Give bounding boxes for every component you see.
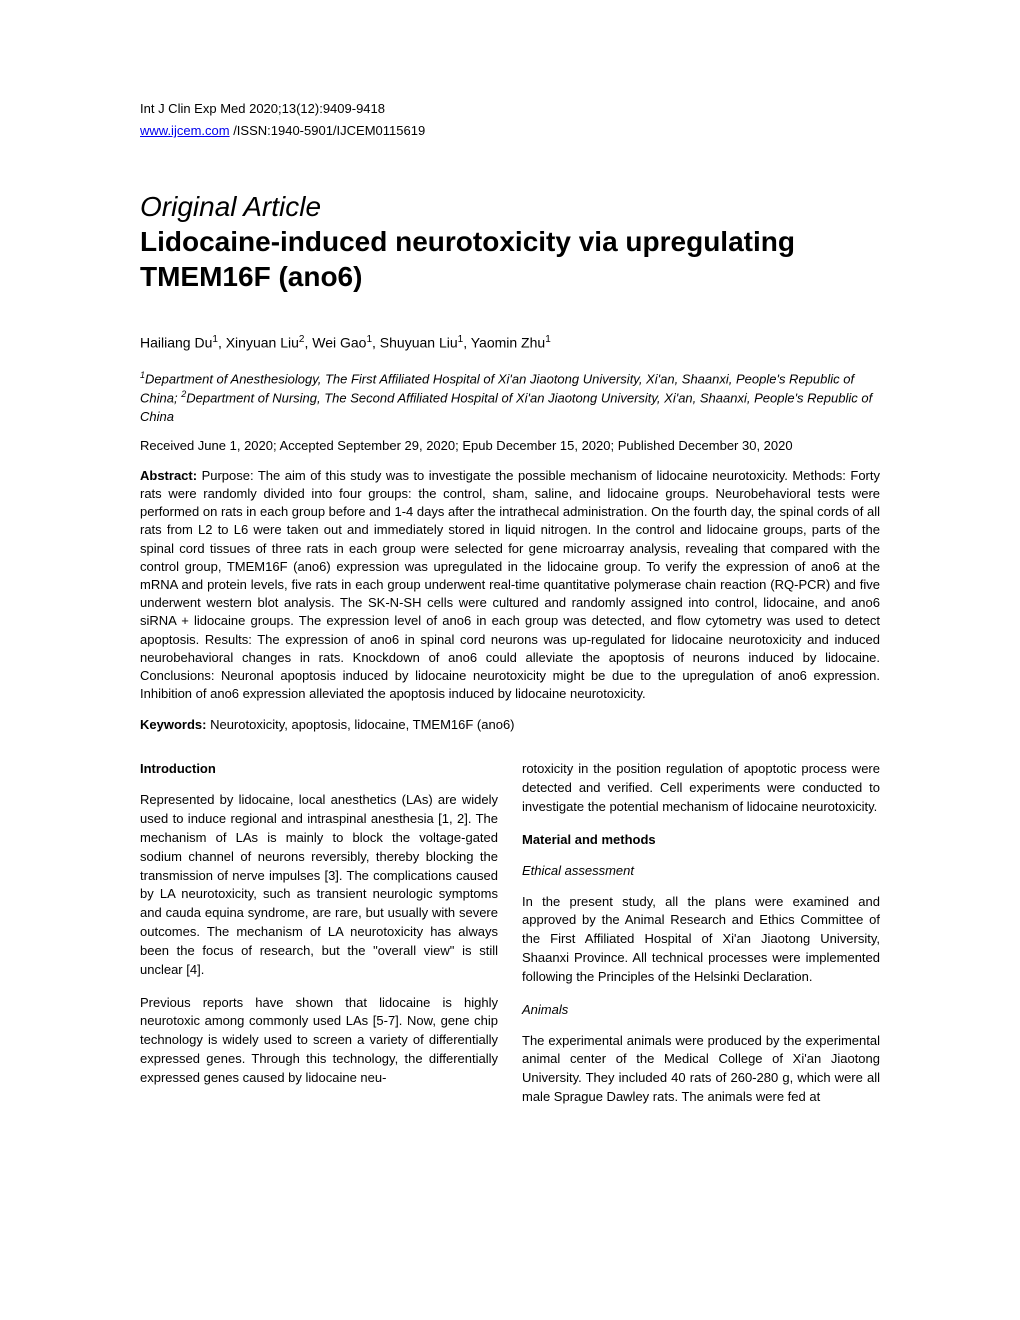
keywords-text: Neurotoxicity, apoptosis, lidocaine, TME… — [206, 717, 514, 732]
publication-dates: Received June 1, 2020; Accepted Septembe… — [140, 438, 880, 453]
keywords-label: Keywords: — [140, 717, 206, 732]
affiliations: 1Department of Anesthesiology, The First… — [140, 369, 880, 426]
article-title: Lidocaine-induced neurotoxicity via upre… — [140, 224, 880, 294]
abstract-label: Abstract: — [140, 468, 197, 483]
ethical-heading: Ethical assessment — [522, 862, 880, 881]
right-column: rotoxicity in the position regulation of… — [522, 760, 880, 1121]
body-paragraph: rotoxicity in the position regulation of… — [522, 760, 880, 817]
author-name: , Shuyuan Liu — [372, 335, 458, 351]
keywords: Keywords: Neurotoxicity, apoptosis, lido… — [140, 717, 880, 732]
left-column: Introduction Represented by lidocaine, l… — [140, 760, 498, 1121]
journal-link[interactable]: www.ijcem.com — [140, 123, 230, 138]
author-name: , Yaomin Zhu — [463, 335, 545, 351]
author-name: , Wei Gao — [304, 335, 366, 351]
author-name: , Xinyuan Liu — [218, 335, 299, 351]
affiliation-text: Department of Nursing, The Second Affili… — [140, 390, 872, 423]
body-paragraph: Previous reports have shown that lidocai… — [140, 994, 498, 1088]
authors-list: Hailiang Du1, Xinyuan Liu2, Wei Gao1, Sh… — [140, 334, 880, 351]
journal-ref-text: Int J Clin Exp Med 2020;13(12):9409-9418 — [140, 101, 385, 116]
abstract: Abstract: Purpose: The aim of this study… — [140, 467, 880, 703]
abstract-text: Purpose: The aim of this study was to in… — [140, 468, 880, 701]
methods-heading: Material and methods — [522, 831, 880, 850]
journal-link-row: www.ijcem.com /ISSN:1940-5901/IJCEM01156… — [140, 122, 880, 140]
journal-reference: Int J Clin Exp Med 2020;13(12):9409-9418 — [140, 100, 880, 118]
author-sup: 1 — [545, 334, 551, 345]
body-columns: Introduction Represented by lidocaine, l… — [140, 760, 880, 1121]
issn-text: /ISSN:1940-5901/IJCEM0115619 — [230, 123, 426, 138]
body-paragraph: In the present study, all the plans were… — [522, 893, 880, 987]
animals-heading: Animals — [522, 1001, 880, 1020]
author-name: Hailiang Du — [140, 335, 212, 351]
body-paragraph: The experimental animals were produced b… — [522, 1032, 880, 1107]
introduction-heading: Introduction — [140, 760, 498, 779]
body-paragraph: Represented by lidocaine, local anesthet… — [140, 791, 498, 979]
article-type: Original Article — [140, 190, 880, 224]
